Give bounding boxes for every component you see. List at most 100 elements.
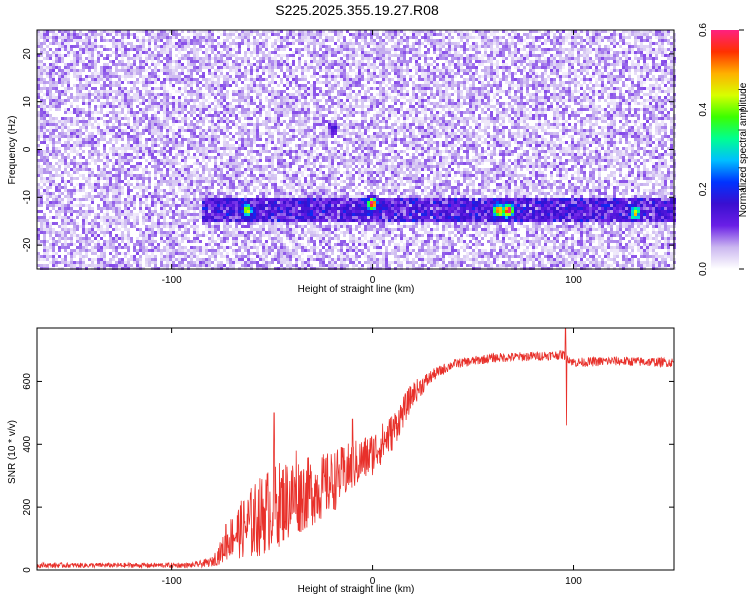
heatmap-cell xyxy=(361,33,364,36)
heatmap-cell xyxy=(37,54,40,57)
heatmap-cell xyxy=(640,108,643,111)
heatmap-cell xyxy=(451,120,454,123)
heatmap-cell xyxy=(418,42,421,45)
heatmap-cell xyxy=(364,96,367,99)
heatmap-cell xyxy=(88,57,91,60)
heatmap-cell xyxy=(58,42,61,45)
heatmap-cell xyxy=(364,57,367,60)
heatmap-cell xyxy=(58,45,61,48)
heatmap-cell xyxy=(652,57,655,60)
heatmap-cell xyxy=(472,108,475,111)
heatmap-cell xyxy=(409,30,412,33)
heatmap-cell xyxy=(205,57,208,60)
heatmap-cell xyxy=(637,45,640,48)
heatmap-cell xyxy=(646,57,649,60)
heatmap-cell xyxy=(403,87,406,90)
heatmap-cell xyxy=(235,117,238,120)
heatmap-cell xyxy=(265,63,268,66)
heatmap-cell xyxy=(412,30,415,33)
heatmap-cell xyxy=(397,60,400,63)
heatmap-cell xyxy=(517,84,520,87)
heatmap-cell xyxy=(439,54,442,57)
heatmap-cell xyxy=(283,90,286,93)
heatmap-cell xyxy=(91,114,94,117)
heatmap-cell xyxy=(61,117,64,120)
heatmap-cell xyxy=(289,96,292,99)
heatmap-cell xyxy=(187,39,190,42)
heatmap-cell xyxy=(511,117,514,120)
heatmap-cell xyxy=(325,78,328,81)
heatmap-cell xyxy=(340,99,343,102)
heatmap-cell xyxy=(577,30,580,33)
heatmap-cell xyxy=(610,90,613,93)
heatmap-cell xyxy=(568,114,571,117)
heatmap-cell xyxy=(253,99,256,102)
heatmap-cell xyxy=(277,102,280,105)
heatmap-cell xyxy=(391,30,394,33)
heatmap-cell xyxy=(595,42,598,45)
heatmap-cell xyxy=(610,93,613,96)
heatmap-cell xyxy=(652,42,655,45)
heatmap-cell xyxy=(187,30,190,33)
heatmap-cell xyxy=(349,120,352,123)
heatmap-cell xyxy=(232,30,235,33)
heatmap-cell xyxy=(319,75,322,78)
heatmap-cell xyxy=(415,63,418,66)
heatmap-cell xyxy=(70,36,73,39)
heatmap-cell xyxy=(478,78,481,81)
heatmap-cell xyxy=(166,117,169,120)
heatmap-cell xyxy=(286,93,289,96)
heatmap-cell xyxy=(436,102,439,105)
heatmap-cell xyxy=(538,45,541,48)
heatmap-cell xyxy=(427,84,430,87)
heatmap-cell xyxy=(358,111,361,114)
heatmap-cell xyxy=(196,84,199,87)
heatmap-cell xyxy=(223,87,226,90)
heatmap-cell xyxy=(241,111,244,114)
heatmap-cell xyxy=(646,33,649,36)
heatmap-cell xyxy=(520,42,523,45)
heatmap-cell xyxy=(295,102,298,105)
heatmap-cell xyxy=(289,120,292,123)
heatmap-cell xyxy=(640,96,643,99)
heatmap-cell xyxy=(418,39,421,42)
heatmap-cell xyxy=(58,66,61,69)
heatmap-cell xyxy=(160,84,163,87)
heatmap-cell xyxy=(541,96,544,99)
heatmap-cell xyxy=(325,93,328,96)
heatmap-cell xyxy=(478,114,481,117)
heatmap-cell xyxy=(283,105,286,108)
heatmap-cell xyxy=(295,111,298,114)
heatmap-cell xyxy=(412,66,415,69)
heatmap-cell xyxy=(94,45,97,48)
heatmap-cell xyxy=(268,99,271,102)
heatmap-cell xyxy=(322,93,325,96)
heatmap-cell xyxy=(241,60,244,63)
heatmap-cell xyxy=(58,81,61,84)
heatmap-cell xyxy=(343,102,346,105)
heatmap-cell xyxy=(340,33,343,36)
heatmap-cell xyxy=(463,48,466,51)
heatmap-cell xyxy=(511,84,514,87)
heatmap-cell xyxy=(583,108,586,111)
heatmap-cell xyxy=(217,42,220,45)
heatmap-cell xyxy=(70,66,73,69)
heatmap-cell xyxy=(601,87,604,90)
heatmap-cell xyxy=(97,54,100,57)
heatmap-cell xyxy=(643,105,646,108)
heatmap-cell xyxy=(124,99,127,102)
heatmap-cell xyxy=(277,30,280,33)
heatmap-cell xyxy=(652,63,655,66)
heatmap-cell xyxy=(400,78,403,81)
heatmap-cell xyxy=(334,75,337,78)
heatmap-cell xyxy=(145,63,148,66)
heatmap-cell xyxy=(109,84,112,87)
heatmap-cell xyxy=(304,96,307,99)
heatmap-cell xyxy=(202,78,205,81)
heatmap-cell xyxy=(199,75,202,78)
heatmap-cell xyxy=(619,33,622,36)
heatmap-cell xyxy=(493,72,496,75)
heatmap-cell xyxy=(61,54,64,57)
heatmap-cell xyxy=(259,81,262,84)
heatmap-cell xyxy=(601,66,604,69)
